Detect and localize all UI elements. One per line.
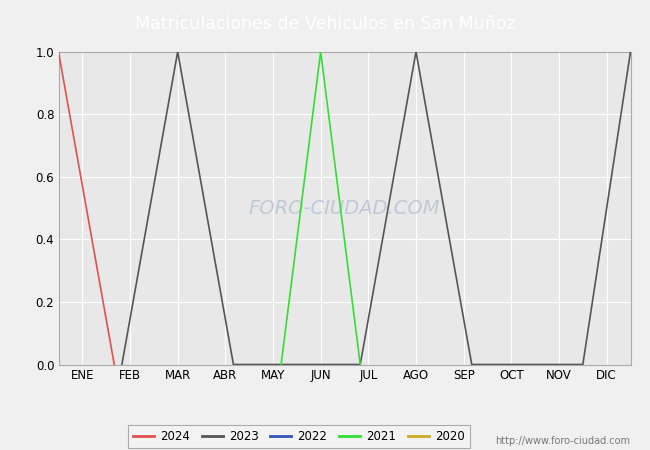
2023 (412, 49, 420, 54)
Text: Matriculaciones de Vehiculos en San Muñoz: Matriculaciones de Vehiculos en San Muño… (135, 14, 515, 33)
2023 (174, 49, 181, 54)
Text: FORO-CIUDAD.COM: FORO-CIUDAD.COM (249, 198, 440, 218)
2021 (277, 362, 285, 367)
2023 (229, 362, 237, 367)
Text: http://www.foro-ciudad.com: http://www.foro-ciudad.com (495, 436, 630, 446)
2023 (356, 362, 364, 367)
2023 (118, 362, 126, 367)
2023 (627, 49, 634, 54)
2023 (579, 362, 587, 367)
Line: 2023: 2023 (122, 52, 630, 364)
2021 (356, 362, 364, 367)
2023 (468, 362, 476, 367)
Legend: 2024, 2023, 2022, 2021, 2020: 2024, 2023, 2022, 2021, 2020 (128, 425, 469, 448)
Line: 2021: 2021 (281, 52, 360, 364)
2021 (317, 49, 324, 54)
